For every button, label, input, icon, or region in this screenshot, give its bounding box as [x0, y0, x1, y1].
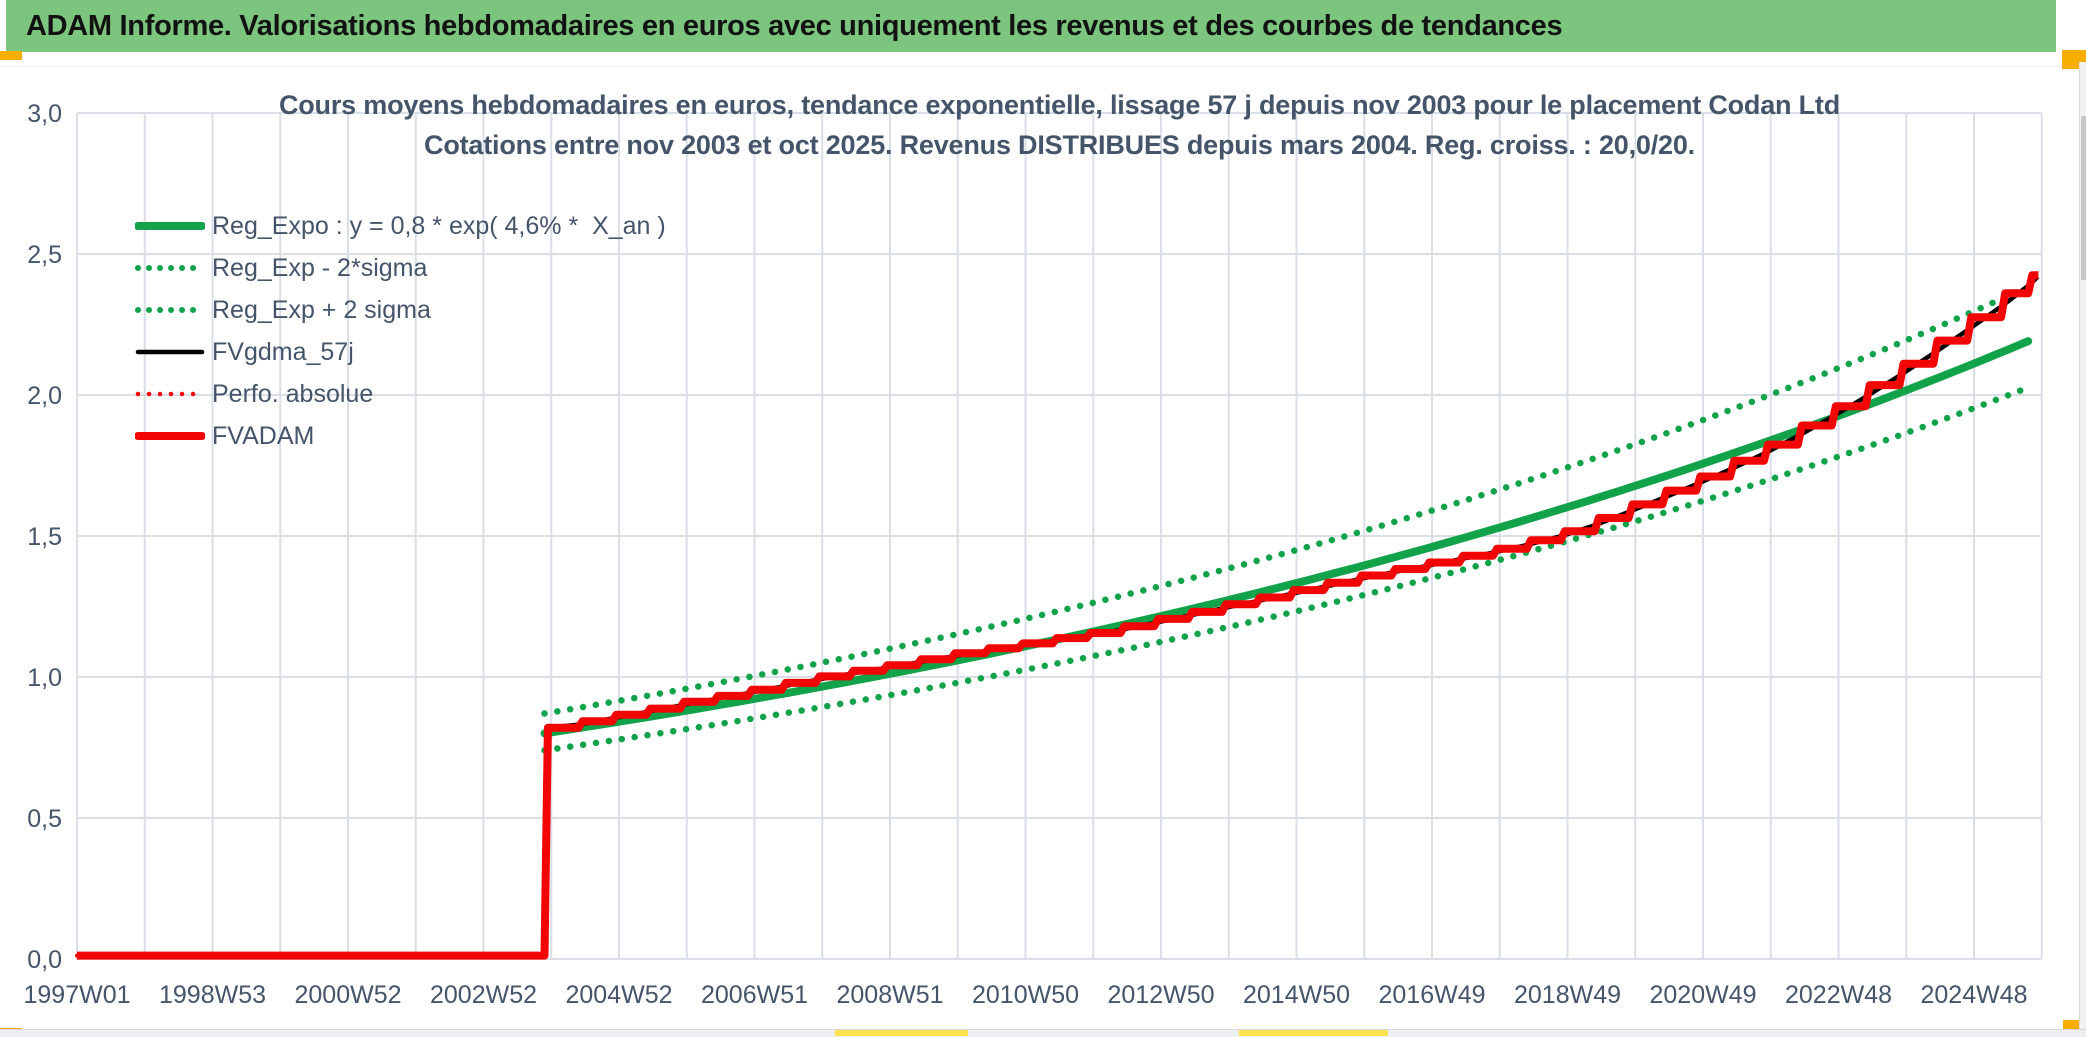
y-tick-label: 2,5 — [27, 241, 62, 269]
x-tick-label: 2016W49 — [1378, 981, 1485, 1009]
legend-label: Perfo. absolue — [212, 379, 374, 408]
reg-exp-plus-2sigma-line — [541, 283, 2032, 717]
chart-title: Cours moyens hebdomadaires en euros, ten… — [77, 85, 2042, 165]
header-divider — [0, 66, 2086, 67]
legend-label: Reg_Exp - 2*sigma — [212, 253, 428, 282]
x-tick-label: 1997W01 — [23, 981, 130, 1009]
legend-label: FVgdma_57j — [212, 337, 354, 366]
header-bar: ADAM Informe. Valorisations hebdomadaire… — [6, 0, 2056, 52]
y-tick-label: 0,0 — [27, 946, 62, 974]
x-tick-label: 2004W52 — [565, 981, 672, 1009]
x-tick-label: 2010W50 — [972, 981, 1079, 1009]
fvadam-line — [77, 271, 2039, 960]
x-tick-label: 2006W51 — [701, 981, 808, 1009]
chart-title-line2: Cotations entre nov 2003 et oct 2025. Re… — [424, 130, 1695, 160]
legend-label: Reg_Expo : y = 0,8 * exp( 4,6% * X_an ) — [212, 211, 666, 240]
y-tick-label: 1,5 — [27, 523, 62, 551]
y-tick-label: 2,0 — [27, 382, 62, 410]
x-tick-label: 2014W50 — [1243, 981, 1350, 1009]
perfo-absolue-line-swatch — [135, 391, 205, 397]
legend-item-minus-2sigma[interactable]: Reg_Exp - 2*sigma — [135, 247, 666, 289]
chart-legend: Reg_Expo : y = 0,8 * exp( 4,6% * X_an ) … — [135, 205, 666, 457]
axis-tick-labels: 0,0 0,5 1,0 1,5 2,0 2,5 3,0 1997W01 1998W53 2000W… — [23, 100, 2027, 1009]
y-tick-label: 3,0 — [27, 100, 62, 128]
y-tick-label: 0,5 — [27, 805, 62, 833]
x-tick-label: 2022W48 — [1785, 981, 1892, 1009]
x-tick-label: 2008W51 — [836, 981, 943, 1009]
legend-item-reg-expo[interactable]: Reg_Expo : y = 0,8 * exp( 4,6% * X_an ) — [135, 205, 666, 247]
fvadam-line-swatch — [135, 432, 205, 440]
x-tick-label: 2000W52 — [294, 981, 401, 1009]
x-tick-label: 2020W49 — [1649, 981, 1756, 1009]
window-title: ADAM Informe. Valorisations hebdomadaire… — [26, 9, 1563, 42]
legend-label: FVADAM — [212, 421, 315, 450]
legend-item-fvgdma[interactable]: FVgdma_57j — [135, 331, 666, 373]
reg-exp-minus-2sigma-line — [541, 384, 2032, 754]
minus-2sigma-line-swatch — [135, 265, 205, 271]
bottom-selection-segment — [835, 1030, 968, 1036]
bottom-edge-bar — [0, 1029, 2086, 1037]
bottom-selection-segment — [1239, 1030, 1388, 1036]
x-tick-label: 2002W52 — [430, 981, 537, 1009]
fvgdma-57j-line — [546, 275, 2040, 731]
x-tick-label: 1998W53 — [159, 981, 266, 1009]
x-tick-label: 2018W49 — [1514, 981, 1621, 1009]
scrollbar-thumb[interactable] — [2081, 116, 2086, 280]
legend-item-plus-2sigma[interactable]: Reg_Exp + 2 sigma — [135, 289, 666, 331]
chart-series — [75, 271, 2041, 960]
reg-expo-line-swatch — [135, 222, 205, 230]
reg-expo-line — [540, 337, 2033, 738]
selection-handle-top-left[interactable] — [0, 51, 22, 60]
y-tick-label: 1,0 — [27, 664, 62, 692]
legend-item-fvadam[interactable]: FVADAM — [135, 415, 666, 457]
x-tick-label: 2024W48 — [1920, 981, 2027, 1009]
plus-2sigma-line-swatch — [135, 307, 205, 313]
vertical-scrollbar[interactable] — [2079, 62, 2086, 1029]
legend-label: Reg_Exp + 2 sigma — [212, 295, 431, 324]
chart-title-line1: Cours moyens hebdomadaires en euros, ten… — [278, 90, 1841, 120]
legend-item-perfo-absolue[interactable]: Perfo. absolue — [135, 373, 666, 415]
x-tick-label: 2012W50 — [1107, 981, 1214, 1009]
fvgdma-line-swatch — [135, 349, 205, 355]
